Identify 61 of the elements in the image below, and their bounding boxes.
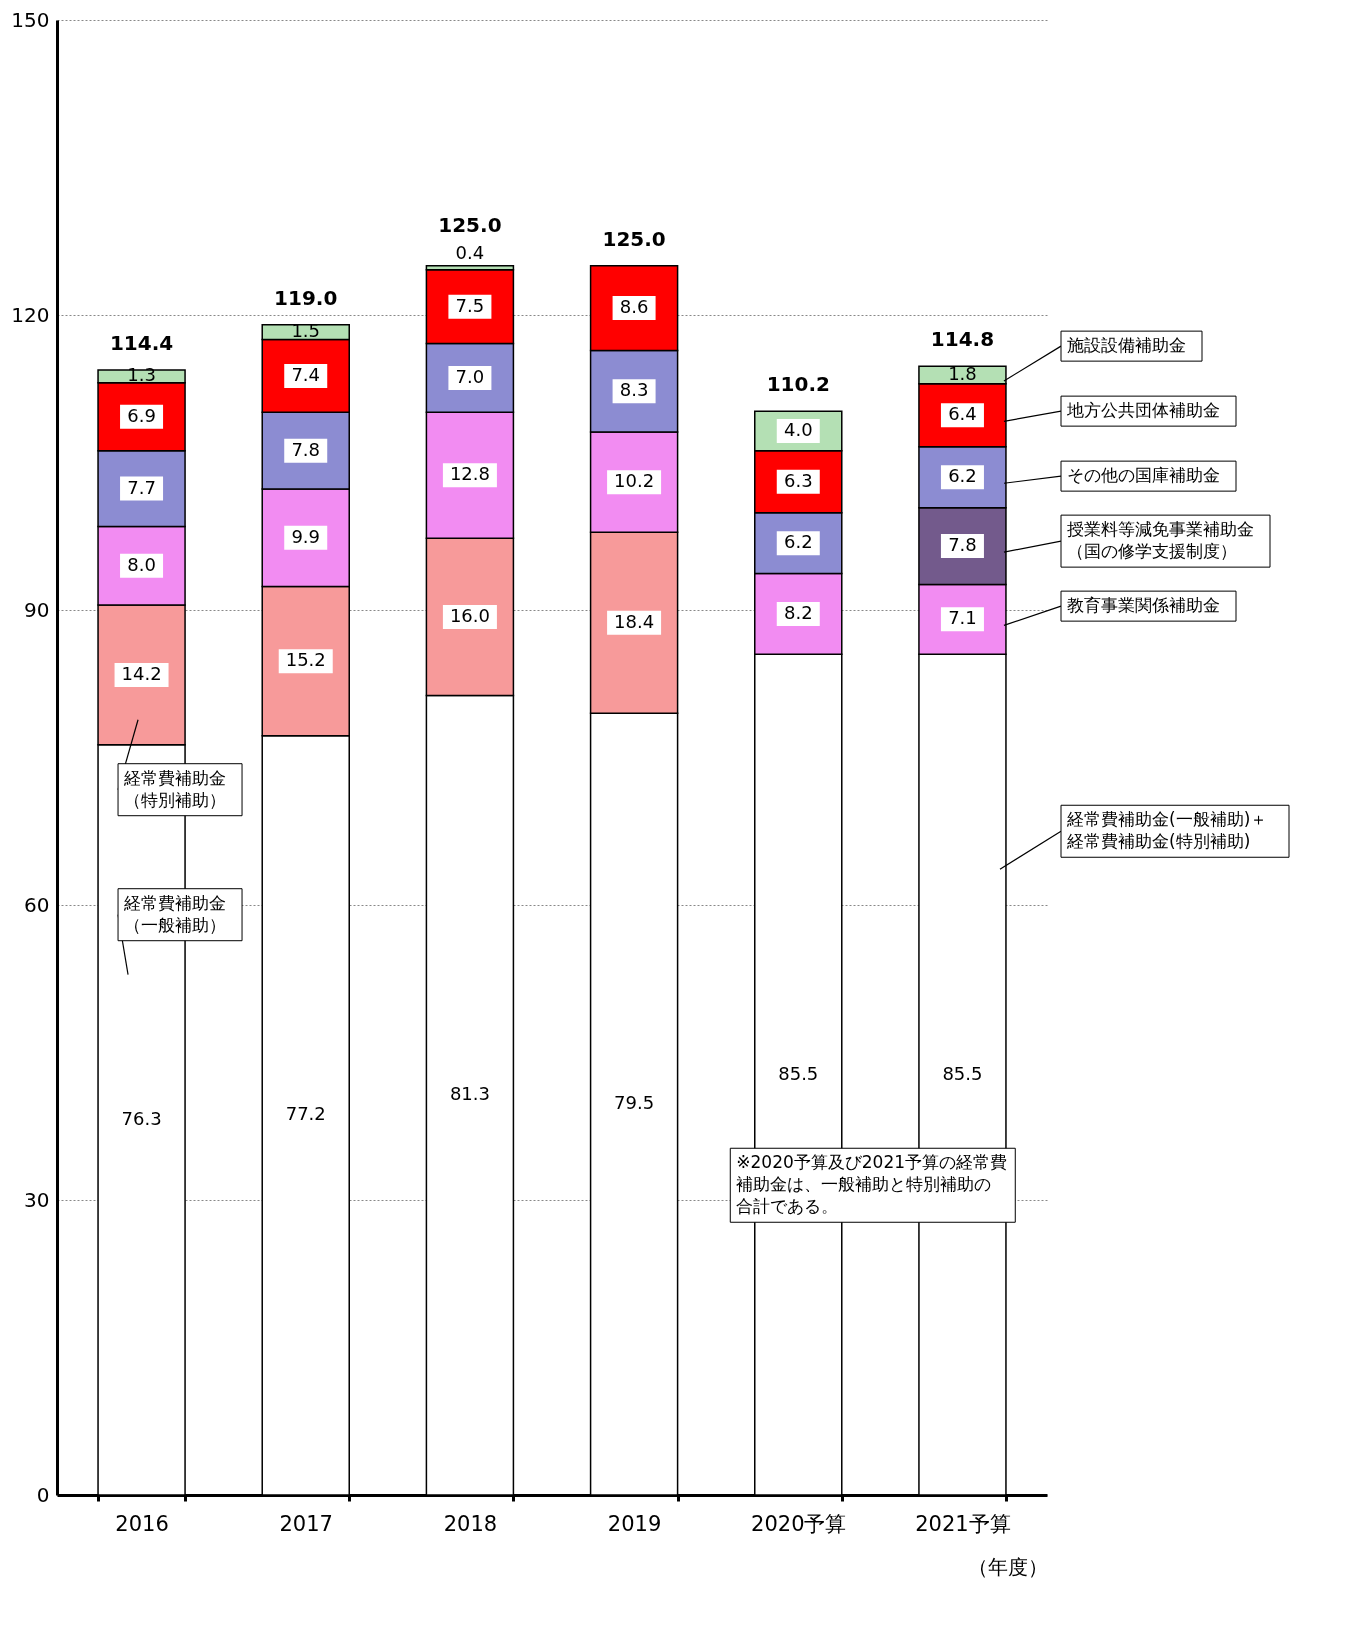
x-axis-title: （年度） [967, 1554, 1048, 1579]
text: 経常費補助金(一般補助)＋経常費補助金(特別補助) [1066, 809, 1268, 852]
data-label: 6.3 [783, 469, 813, 491]
x-tick-label: 2016 [115, 1511, 169, 1536]
y-tick-label: 120 [11, 302, 50, 327]
series-label: 経常費補助金（特別補助） [123, 767, 227, 810]
y-tick-label: 90 [24, 597, 50, 622]
data-label: 6.2 [948, 465, 977, 487]
data-label: 18.4 [614, 610, 655, 632]
data-label: 76.3 [121, 1107, 162, 1129]
data-label: 1.8 [948, 362, 977, 384]
data-label: 8.0 [127, 553, 156, 575]
data-label: 7.1 [948, 607, 977, 629]
data-label: 81.3 [449, 1083, 490, 1105]
data-label: 85.5 [942, 1062, 983, 1084]
total-label: 125.0 [438, 212, 502, 237]
data-label: 6.2 [783, 531, 813, 553]
data-label: 7.0 [455, 365, 485, 387]
total-label: 110.2 [766, 372, 830, 397]
data-label: 7.5 [455, 294, 485, 316]
data-label: 14.2 [121, 662, 162, 684]
data-label: 7.8 [291, 438, 321, 460]
data-label: 6.9 [127, 404, 156, 426]
text: 施設設備補助金 [1067, 335, 1186, 356]
data-label: 85.5 [778, 1062, 819, 1084]
x-tick-label: 2018 [443, 1511, 498, 1536]
data-label: 79.5 [614, 1092, 655, 1114]
y-tick-label: 150 [11, 7, 50, 32]
annotation: ※2020予算及び2021予算の経常費補助金は、一般補助と特別補助の合計である。 [736, 1152, 1008, 1217]
data-label: 1.3 [127, 364, 156, 386]
data-label: 4.0 [783, 419, 813, 441]
data-label: 7.8 [948, 534, 977, 556]
y-tick-label: 30 [24, 1187, 50, 1212]
legend-label: 教育事業関係補助金 [1067, 595, 1220, 616]
legend-label: 授業料等減免事業補助金（国の修学支援制度） [1067, 519, 1254, 562]
total-label: 119.0 [274, 285, 338, 310]
y-tick-label: 0 [36, 1482, 50, 1507]
total-label: 114.8 [930, 327, 995, 352]
data-label: 15.2 [285, 649, 326, 671]
data-label: 7.7 [127, 476, 156, 498]
total-label: 125.0 [602, 226, 666, 251]
data-label: 12.8 [449, 463, 490, 485]
y-tick-label: 60 [24, 892, 50, 917]
data-label: 8.2 [783, 601, 813, 623]
data-label: 0.4 [455, 241, 485, 263]
legend-label: その他の国庫補助金 [1067, 465, 1220, 486]
x-tick-label: 2019 [607, 1511, 662, 1536]
total-label: 114.4 [109, 331, 174, 356]
data-label: 7.4 [291, 363, 321, 385]
legend-label: 地方公共団体補助金 [1066, 400, 1220, 421]
data-label: 10.2 [614, 470, 655, 492]
data-label: 6.4 [948, 403, 977, 425]
data-label: 8.6 [619, 296, 649, 318]
series-label: 経常費補助金（一般補助） [123, 892, 227, 935]
x-tick-label: 2021予算 [915, 1511, 1011, 1536]
data-label: 8.3 [619, 379, 649, 401]
data-label: 16.0 [449, 604, 490, 626]
data-label: 9.9 [291, 525, 321, 547]
x-tick-label: 2017 [279, 1511, 333, 1536]
data-label: 77.2 [285, 1103, 326, 1125]
x-tick-label: 2020予算 [751, 1511, 847, 1536]
